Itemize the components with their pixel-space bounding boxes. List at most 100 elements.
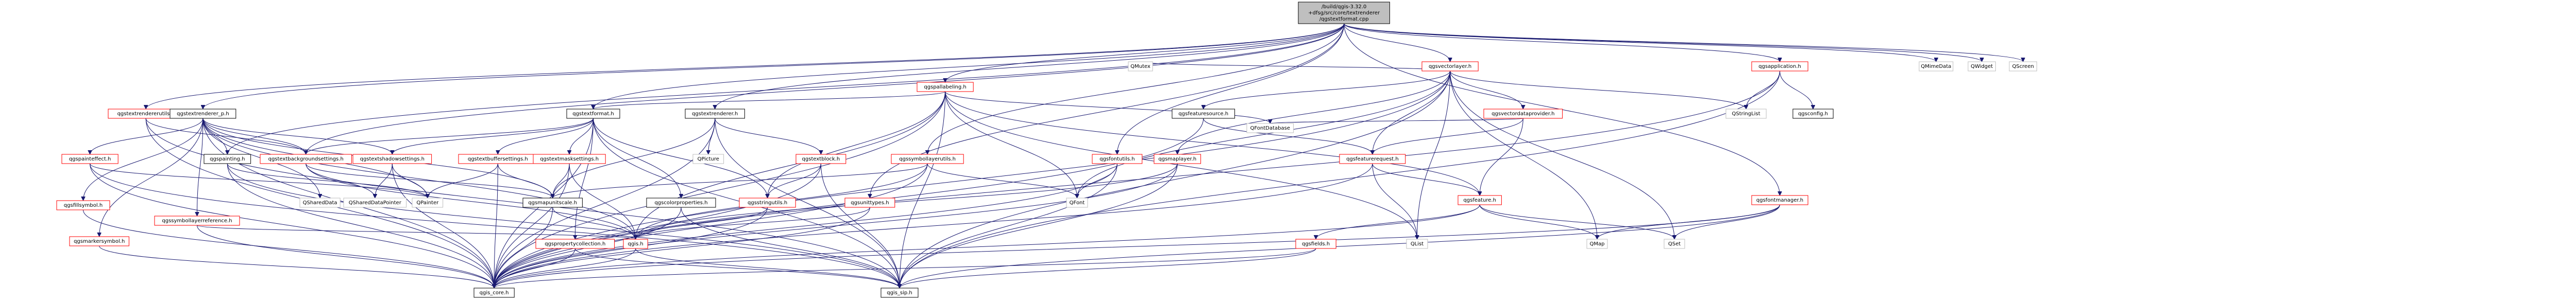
edge-qgsvectorlayer-to-QMutex: [1141, 61, 1451, 72]
node-qgstextbuffersettings[interactable]: qgstextbuffersettings.h: [458, 154, 538, 164]
edge-qgsapplication-to-qgsconfig: [1780, 70, 1814, 109]
node-qgsvectorlayer[interactable]: qgsvectorlayer.h: [1421, 61, 1479, 72]
node-qgsfeaturesource[interactable]: qgsfeaturesource.h: [1172, 109, 1235, 119]
node-label: qgspainteffect.h: [69, 156, 111, 162]
edge-qgsmapunitscale-to-qgis_core: [494, 207, 553, 288]
node-qgssymbollayerreference[interactable]: qgssymbollayerreference.h: [154, 216, 240, 226]
node-qgsmarkersymbol[interactable]: qgsmarkersymbol.h: [69, 236, 129, 246]
node-qgscoreproperties[interactable]: qgscolorproperties.h: [646, 198, 716, 208]
edge-qgsvectordataprovider-to-QFontDatabase: [1270, 118, 1523, 124]
node-label: qgstextshadowsettings.h: [360, 156, 425, 162]
edge-qgsvectorlayer-to-QSet: [1450, 70, 1674, 239]
node-qgis_core[interactable]: qgis_core.h: [473, 288, 515, 298]
node-qgstextrenderer_h[interactable]: qgstextrenderer.h: [685, 109, 745, 119]
node-qgsfontutils[interactable]: qgsfontutils.h: [1092, 154, 1143, 164]
node-qgstextshadowsettings[interactable]: qgstextshadowsettings.h: [352, 154, 432, 164]
node-qgstextbackgroundsettings[interactable]: qgstextbackgroundsettings.h: [260, 154, 352, 164]
edge-qgstextrenderer_h-to-qgis_sip: [715, 118, 900, 288]
edge-qgstextshadowsettings-to-QSharedDataPointer: [375, 163, 393, 198]
node-label: qgspropertycollection.h: [545, 241, 605, 247]
node-box: [1968, 61, 1996, 72]
edge-qgstextbackgroundsettings-to-QSharedDataPointer: [306, 163, 375, 199]
node-qgsmapunitscale[interactable]: qgsmapunitscale.h: [522, 198, 583, 208]
edge-root-to-qgsfontutils: [1117, 23, 1345, 154]
edge-qgsfeature-to-qgis_core: [494, 204, 1480, 288]
node-qgsfields[interactable]: qgsfields.h: [1295, 239, 1336, 249]
node-label: QFontDatabase: [1250, 126, 1290, 131]
node-label: qgssymbollayerutils.h: [899, 156, 956, 162]
node-qgsfontmanager[interactable]: qgsfontmanager.h: [1751, 195, 1808, 205]
edge-qgspainting-to-qgis_core: [227, 163, 494, 288]
node-qgsconfig[interactable]: qgsconfig.h: [1792, 109, 1834, 119]
node-qgsunittypes[interactable]: qgsunittypes.h: [844, 198, 895, 208]
node-label: QWidget: [1971, 64, 1993, 69]
edge-root-to-qgstextbackgroundsettings: [306, 23, 1345, 154]
node-box: [1751, 195, 1808, 205]
edge-qgsmaplayer-to-qgis_core: [494, 163, 1178, 288]
node-label: qgspallabeling.h: [924, 84, 966, 90]
node-qgspropertycollection[interactable]: qgspropertycollection.h: [535, 239, 615, 249]
node-root[interactable]: /build/qgis-3.32.0+dfsg/src/core/textren…: [1298, 2, 1390, 24]
node-qgsfeaturerequest[interactable]: qgsfeaturerequest.h: [1339, 154, 1406, 164]
node-qgsfeature[interactable]: qgsfeature.h: [1458, 195, 1502, 205]
node-qgsmaplayer[interactable]: qgsmaplayer.h: [1154, 154, 1201, 164]
node-qgsstringutils[interactable]: qgsstringutils.h: [739, 198, 796, 208]
node-box: [522, 198, 583, 208]
node-qgstextrenderer_p[interactable]: qgstextrenderer_p.h: [170, 109, 236, 119]
edge-qgstextformat_h-to-qgsstringutils: [593, 118, 768, 198]
node-qgsapplication[interactable]: qgsapplication.h: [1751, 61, 1808, 72]
node-box: [891, 154, 964, 164]
edge-qgspallabeling-to-QFont: [945, 91, 1077, 198]
node-label: qgis_core.h: [480, 290, 509, 296]
edge-qgspallabeling-to-qgstextformat_h: [594, 91, 946, 110]
node-box: [352, 154, 432, 164]
node-label: qgsmaplayer.h: [1158, 156, 1196, 162]
edge-qgsfillsymbol-to-qgis_core: [83, 209, 495, 288]
edge-qgscoreproperties-to-qgis_sip: [681, 207, 900, 288]
node-label: qgsvectordataprovider.h: [1492, 111, 1554, 117]
node-qgspainting[interactable]: qgspainting.h: [204, 154, 251, 164]
node-box: [1295, 239, 1336, 249]
node-label: QMap: [1590, 241, 1605, 247]
node-QMimeData: QMimeData: [1919, 61, 1954, 72]
node-label: qgstextrenderer.h: [692, 111, 738, 117]
node-qgstextrendererutils[interactable]: qgstextrendererutils.h: [108, 109, 184, 119]
edge-qgspallabeling-to-QFontDatabase: [945, 91, 1270, 124]
edge-qgstextblock-to-qgis_core: [494, 163, 821, 288]
node-qgsvectordataprovider[interactable]: qgsvectordataprovider.h: [1483, 109, 1563, 119]
node-label: qgis.h: [628, 241, 643, 247]
node-label: qgstextrendererutils.h: [117, 111, 175, 117]
edge-qgsvectorlayer-to-QStringList: [1450, 70, 1747, 110]
node-qgstextblock[interactable]: qgstextblock.h: [795, 154, 846, 164]
node-label: qgsmarkersymbol.h: [74, 239, 125, 244]
edge-qgis_h-to-qgis_core: [494, 248, 636, 289]
edge-qgstextrenderer_p-to-qgsfillsymbol: [83, 118, 204, 201]
edge-qgsfeature-to-QSet: [1479, 204, 1674, 240]
node-qgspainteffect[interactable]: qgspainteffect.h: [61, 154, 118, 164]
node-box: [1066, 198, 1088, 208]
edge-qgsfeaturerequest-to-qgis_core: [494, 163, 1373, 288]
node-label: qgsfontmanager.h: [1756, 198, 1803, 203]
node-label: qgsapplication.h: [1758, 64, 1801, 69]
edge-qgspainteffect-to-qgis_sip: [90, 163, 900, 288]
node-label: qgstextformat.h: [572, 111, 614, 117]
edge-qgsvectordataprovider-to-qgsfeaturerequest: [1372, 118, 1523, 155]
node-qgstextformat_h[interactable]: qgstextformat.h: [566, 109, 620, 119]
edge-qgsvectorlayer-to-qgsfeaturesource: [1204, 70, 1451, 110]
node-qgspallabeling[interactable]: qgspallabeling.h: [917, 82, 974, 92]
node-box: [1128, 61, 1153, 72]
node-label: +dfsg/src/core/textrenderer: [1308, 10, 1380, 16]
node-qgis_sip[interactable]: qgis_sip.h: [880, 288, 919, 298]
node-QScreen: QScreen: [2009, 61, 2037, 72]
edge-qgstextformat_h-to-qgscoreproperties: [593, 118, 682, 198]
node-QSet: QSet: [1664, 239, 1685, 249]
node-label: qgsfeature.h: [1463, 198, 1496, 203]
node-qgsfillsymbol[interactable]: qgsfillsymbol.h: [56, 200, 110, 210]
node-qgstextmasksettings[interactable]: qgstextmasksettings.h: [533, 154, 606, 164]
node-box: [880, 288, 919, 298]
edge-qgsvectorlayer-to-QMap: [1450, 70, 1597, 239]
node-qgis_h[interactable]: qgis.h: [623, 239, 648, 249]
edge-qgsfontmanager-to-qgis_sip: [900, 204, 1781, 288]
edge-root-to-qgsunittypes: [870, 23, 1345, 198]
node-qgssymbollayerutils[interactable]: qgssymbollayerutils.h: [891, 154, 964, 164]
